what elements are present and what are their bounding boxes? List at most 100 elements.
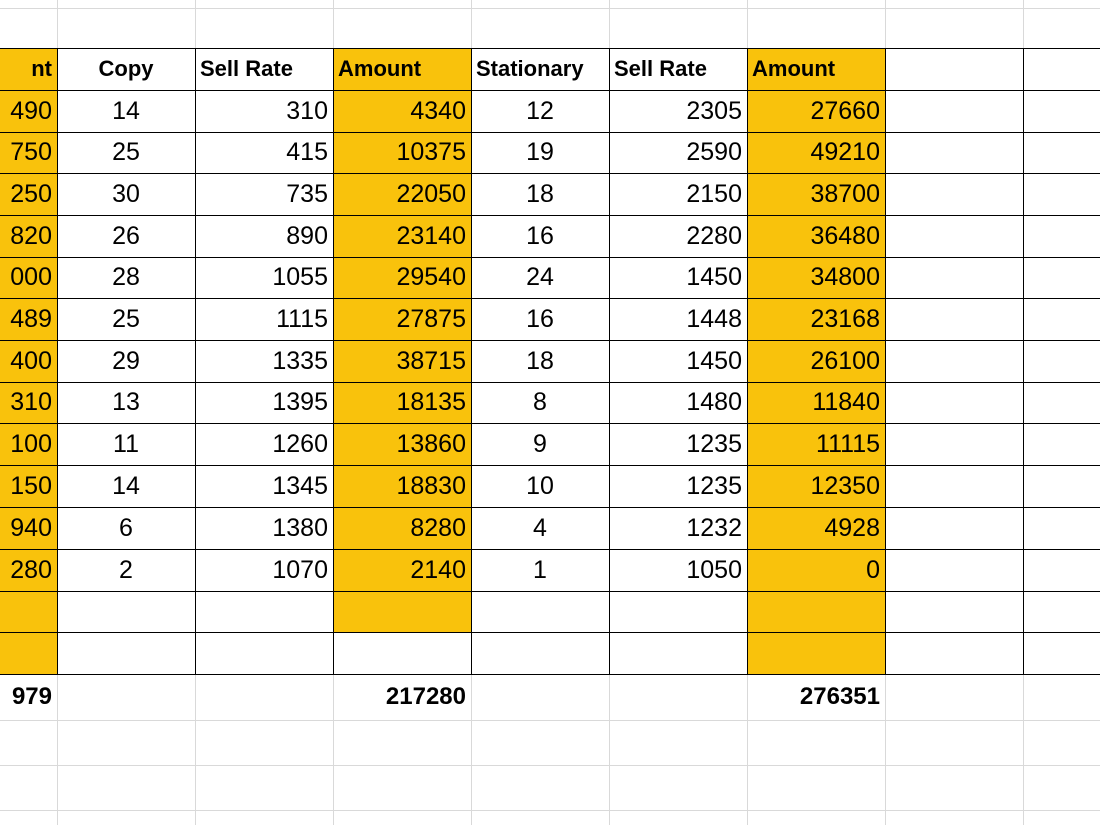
grid-line — [0, 720, 1100, 721]
data-cell: 1070 — [272, 555, 328, 584]
data-cell: 36480 — [810, 221, 880, 250]
data-cell: 1115 — [276, 304, 328, 333]
data-cell: 12350 — [810, 471, 880, 500]
data-cell: 11115 — [816, 429, 880, 458]
cell-border — [885, 48, 886, 674]
data-cell: 23140 — [396, 221, 466, 250]
data-cell: 1480 — [686, 388, 742, 416]
header-cell: Sell Rate — [614, 56, 707, 81]
data-cell: 735 — [286, 179, 328, 208]
cell-border — [0, 90, 1100, 91]
data-cell: 1235 — [686, 471, 742, 500]
total-cell: 276351 — [799, 683, 880, 710]
data-cell: 11840 — [812, 388, 880, 416]
data-cell: 310 — [286, 96, 328, 125]
data-cell: 14 — [112, 96, 140, 125]
data-cell: 489 — [10, 304, 52, 333]
data-cell: 11 — [113, 429, 139, 458]
cell-border — [0, 48, 1100, 49]
header-cell: Amount — [338, 56, 422, 81]
data-cell: 940 — [10, 513, 52, 542]
data-cell: 400 — [10, 346, 52, 375]
data-cell: 18135 — [396, 388, 466, 416]
data-cell: 250 — [10, 179, 52, 208]
data-cell: 29 — [112, 346, 140, 375]
data-cell: 2 — [119, 555, 133, 584]
data-cell: 13860 — [396, 429, 466, 458]
data-cell: 26 — [112, 221, 140, 250]
cell-border — [0, 132, 1100, 133]
data-cell: 1055 — [272, 263, 328, 291]
data-cell: 0 — [866, 555, 880, 584]
data-cell: 8 — [533, 388, 547, 416]
data-cell: 1345 — [272, 471, 328, 500]
data-cell: 25 — [112, 138, 140, 166]
cell-border — [0, 340, 1100, 341]
cell-fill — [0, 48, 57, 674]
data-cell: 2590 — [686, 138, 742, 166]
data-cell: 18 — [526, 179, 554, 208]
data-cell: 30 — [112, 179, 140, 208]
cell-border — [747, 48, 748, 674]
data-cell: 1235 — [686, 429, 742, 458]
data-cell: 1380 — [272, 513, 328, 542]
total-cell: 217280 — [385, 683, 466, 710]
data-cell: 1450 — [686, 346, 742, 375]
header-cell: Stationary — [476, 56, 584, 81]
cell-border — [0, 674, 1100, 675]
data-cell: 16 — [526, 304, 554, 333]
cell-border — [57, 48, 58, 674]
data-cell: 34800 — [810, 263, 880, 291]
data-cell: 28 — [112, 263, 140, 291]
header-cell: Amount — [752, 56, 836, 81]
data-cell: 2140 — [410, 555, 466, 584]
cell-border — [0, 257, 1100, 258]
cell-border — [0, 423, 1100, 424]
data-cell: 100 — [10, 429, 52, 458]
data-cell: 23168 — [810, 304, 880, 333]
data-cell: 10 — [526, 471, 554, 500]
grid-line — [0, 8, 1100, 9]
cell-border — [0, 465, 1100, 466]
data-cell: 750 — [10, 138, 52, 166]
data-cell: 1232 — [686, 513, 742, 542]
cell-border — [609, 48, 610, 674]
data-cell: 13 — [112, 388, 140, 416]
total-cell: 979 — [11, 683, 52, 710]
data-cell: 6 — [119, 513, 133, 542]
data-cell: 310 — [10, 388, 52, 416]
data-cell: 38700 — [810, 179, 880, 208]
cell-border — [195, 48, 196, 674]
cell-border — [0, 632, 1100, 633]
cell-border — [0, 215, 1100, 216]
data-cell: 2305 — [686, 96, 742, 125]
data-cell: 415 — [286, 138, 328, 166]
grid-line — [0, 810, 1100, 811]
data-cell: 18830 — [396, 471, 466, 500]
data-cell: 4 — [533, 513, 547, 542]
cell-border — [0, 549, 1100, 550]
data-cell: 4340 — [410, 96, 466, 125]
data-cell: 2280 — [686, 221, 742, 250]
data-cell: 19 — [526, 138, 554, 166]
data-cell: 4928 — [824, 513, 880, 542]
data-cell: 2150 — [686, 179, 742, 208]
cell-border — [0, 382, 1100, 383]
data-cell: 29540 — [396, 263, 466, 291]
data-cell: 1050 — [686, 555, 742, 584]
data-cell: 820 — [10, 221, 52, 250]
data-cell: 1395 — [272, 388, 328, 416]
header-cell: nt — [31, 56, 52, 81]
data-cell: 890 — [286, 221, 328, 250]
cell-border — [0, 173, 1100, 174]
data-cell: 1448 — [686, 304, 742, 333]
data-cell: 1450 — [686, 263, 742, 291]
data-cell: 24 — [526, 263, 554, 291]
data-cell: 14 — [112, 471, 140, 500]
data-cell: 27660 — [810, 96, 880, 125]
cell-fill — [747, 48, 885, 674]
grid-line — [0, 765, 1100, 766]
data-cell: 27875 — [396, 304, 466, 333]
cell-border — [0, 507, 1100, 508]
